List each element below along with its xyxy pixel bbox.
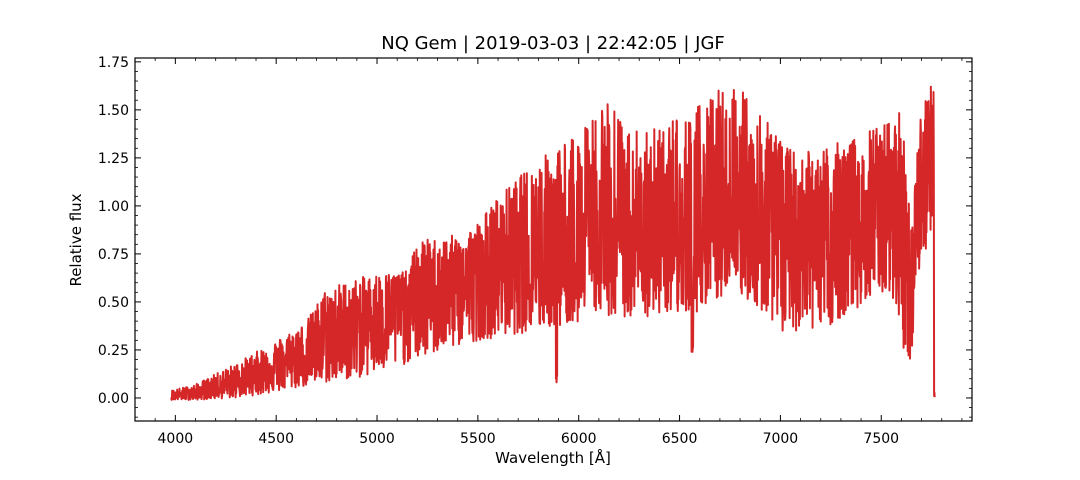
y-tick-label: 0.75: [98, 247, 129, 263]
x-tick-label: 6500: [662, 431, 698, 447]
y-axis: 0.00 0.25 0.50 0.75 1.00 1.25 1.50 1.75: [98, 55, 972, 418]
y-tick-label: 0.00: [98, 391, 129, 407]
x-tick-label: 4500: [258, 431, 294, 447]
chart-title: NQ Gem | 2019-03-03 | 22:42:05 | JGF: [381, 33, 725, 54]
y-tick-label: 0.25: [98, 343, 129, 359]
y-tick-label: 0.50: [98, 295, 129, 311]
x-axis-label: Wavelength [Å]: [495, 448, 611, 467]
x-tick-label: 7500: [863, 431, 899, 447]
y-tick-label: 1.00: [98, 199, 129, 215]
x-axis: 4000 4500 5000 5500 6000 6500 7000 7500: [134, 58, 963, 447]
y-tick-label: 1.50: [98, 103, 129, 119]
spectrum-series: [170, 85, 936, 401]
y-tick-label: 1.25: [98, 151, 129, 167]
x-tick-label: 4000: [158, 431, 194, 447]
x-tick-label: 5000: [359, 431, 395, 447]
x-tick-label: 6000: [561, 431, 597, 447]
plot-area: [170, 85, 936, 401]
x-tick-label: 7000: [763, 431, 799, 447]
x-tick-label: 5500: [460, 431, 496, 447]
y-tick-label: 1.75: [98, 55, 129, 71]
plot-frame: [134, 57, 973, 422]
y-axis-label: Relative flux: [67, 193, 85, 286]
